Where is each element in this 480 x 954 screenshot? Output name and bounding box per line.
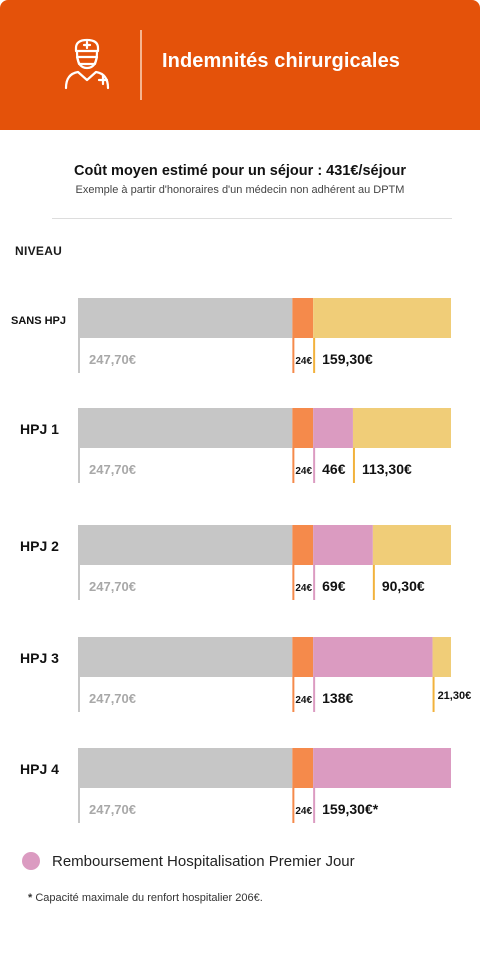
value-label-base: 247,70€ (89, 352, 136, 367)
value-label-fixed: 24€ (295, 806, 312, 817)
value-label-base: 247,70€ (89, 462, 136, 477)
bar-segment-fixed (292, 748, 314, 788)
stacked-bar-chart: SANS HPJ 247,70€ 24€ 159,30€ HPJ 1 247,70€ 24€… (11, 298, 472, 823)
value-label-fixed: 24€ (295, 583, 312, 594)
bar-segment-base (78, 637, 293, 677)
value-label-base: 247,70€ (89, 579, 136, 594)
value-label-remaining: 113,30€ (362, 461, 412, 477)
value-label-remaining: 159,30€ (322, 351, 373, 367)
bar-segment-fixed (292, 637, 314, 677)
category-label: HPJ 4 (20, 761, 59, 777)
header-divider (140, 30, 142, 100)
category-label: SANS HPJ (11, 315, 66, 327)
bar-segment-base (78, 298, 293, 338)
legend: Remboursement Hospitalisation Premier Jo… (22, 852, 355, 870)
footnote: * Capacité maximale du renfort hospitali… (28, 892, 263, 904)
bar-segment-remaining (352, 408, 451, 448)
separator-line (52, 218, 452, 219)
value-label-remaining: 21,30€ (438, 690, 472, 702)
bar-segment-hpj (313, 408, 353, 448)
legend-swatch-hpj (22, 852, 40, 870)
bar-segment-remaining (372, 525, 451, 565)
value-label-base: 247,70€ (89, 802, 136, 817)
value-label-fixed: 24€ (295, 695, 312, 706)
value-label-fixed: 24€ (295, 356, 312, 367)
bar-segment-remaining (313, 298, 451, 338)
bar-segment-fixed (292, 408, 314, 448)
value-label-hpj: 159,30€* (322, 801, 379, 817)
header-banner: Indemnités chirurgicales (0, 0, 480, 130)
value-label-fixed: 24€ (295, 466, 312, 477)
bar-segment-hpj (313, 637, 433, 677)
footnote-text: Capacité maximale du renfort hospitalier… (35, 892, 263, 904)
bar-segment-hpj (313, 748, 451, 788)
bar-segment-fixed (292, 298, 314, 338)
value-label-remaining: 90,30€ (382, 578, 425, 594)
footnote-star: * (28, 892, 33, 904)
value-label-hpj: 138€ (322, 690, 353, 706)
surgeon-icon (64, 38, 110, 90)
bar-segment-hpj (313, 525, 373, 565)
niveau-label: NIVEAU (15, 244, 63, 258)
average-cost-heading: Coût moyen estimé pour un séjour : 431€/… (74, 163, 406, 179)
category-label: HPJ 1 (20, 421, 59, 437)
value-label-hpj: 46€ (322, 461, 346, 477)
bar-segment-remaining (432, 637, 451, 677)
value-label-hpj: 69€ (322, 578, 346, 594)
bar-segment-fixed (292, 525, 314, 565)
value-label-base: 247,70€ (89, 691, 136, 706)
category-label: HPJ 3 (20, 650, 59, 666)
average-cost-subheading: Exemple à partir d'honoraires d'un médec… (75, 184, 405, 196)
legend-label-hpj: Remboursement Hospitalisation Premier Jo… (52, 852, 355, 870)
category-label: HPJ 2 (20, 538, 59, 554)
bar-segment-base (78, 525, 293, 565)
bar-segment-base (78, 748, 293, 788)
bar-segment-base (78, 408, 293, 448)
page-title: Indemnités chirurgicales (162, 50, 401, 72)
subtitle-block: Coût moyen estimé pour un séjour : 431€/… (0, 163, 480, 196)
